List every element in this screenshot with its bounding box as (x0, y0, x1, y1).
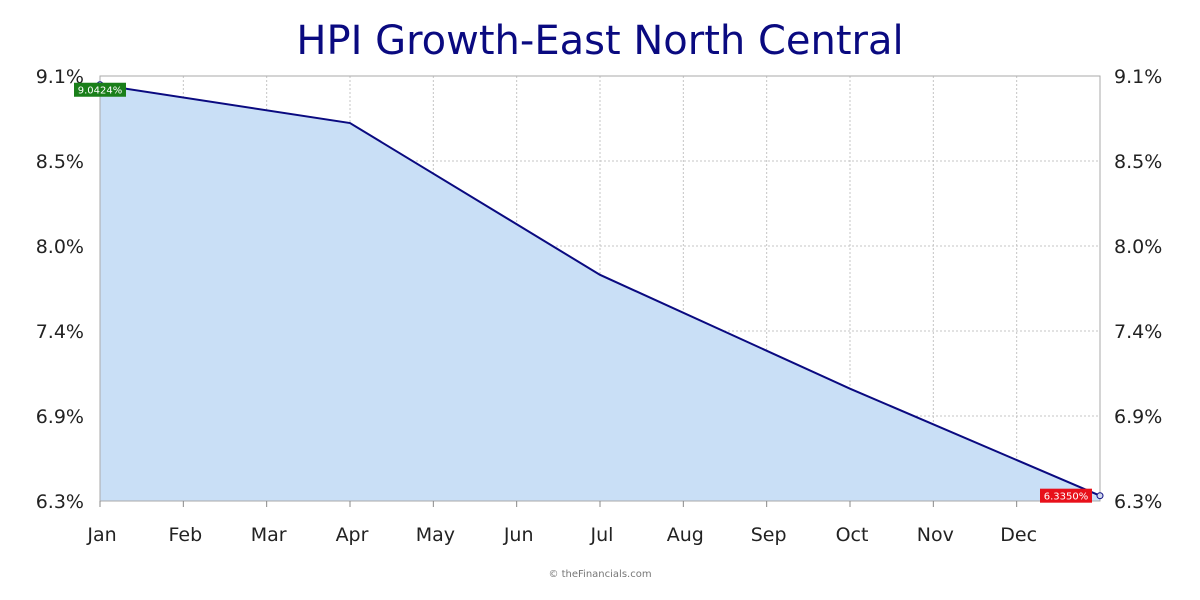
y-tick-label-left: 9.1% (36, 66, 84, 88)
x-tick-label: Sep (751, 524, 787, 546)
end-value-label: 6.3350% (1044, 492, 1089, 503)
copyright-credit: © theFinancials.com (548, 569, 652, 580)
start-value-label-bg (74, 82, 126, 97)
x-tick-label: May (416, 524, 455, 546)
y-tick-label-right: 8.0% (1114, 236, 1162, 258)
x-tick-label: Oct (836, 524, 869, 546)
x-tick-label: Nov (917, 524, 954, 546)
y-tick-label-right: 6.3% (1114, 491, 1162, 513)
series-area (100, 84, 1100, 501)
x-tick-label: Dec (1000, 524, 1037, 546)
y-tick-label-left: 6.9% (36, 406, 84, 428)
y-tick-label-left: 8.5% (36, 151, 84, 173)
x-tick-label: Jan (86, 524, 116, 546)
end-point-marker (1096, 492, 1104, 500)
y-tick-label-left: 6.3% (36, 491, 84, 513)
y-tick-label-right: 9.1% (1114, 66, 1162, 88)
chart-title: HPI Growth-East North Central (296, 18, 904, 64)
y-tick-label-left: 7.4% (36, 321, 84, 343)
x-tick-label: Mar (251, 524, 287, 546)
x-tick-label: Apr (336, 524, 369, 546)
y-tick-label-right: 6.9% (1114, 406, 1162, 428)
x-tick-label: Aug (667, 524, 704, 546)
x-tick-label: Jul (590, 524, 614, 546)
end-value-label-bg (1040, 488, 1092, 503)
start-value-label: 9.0424% (78, 86, 123, 97)
y-tick-label-left: 8.0% (36, 236, 84, 258)
x-tick-label: Jun (503, 524, 534, 546)
y-tick-label-right: 8.5% (1114, 151, 1162, 173)
series-line (99, 83, 1101, 497)
x-tick-label: Feb (169, 524, 203, 546)
y-tick-label-right: 7.4% (1114, 321, 1162, 343)
